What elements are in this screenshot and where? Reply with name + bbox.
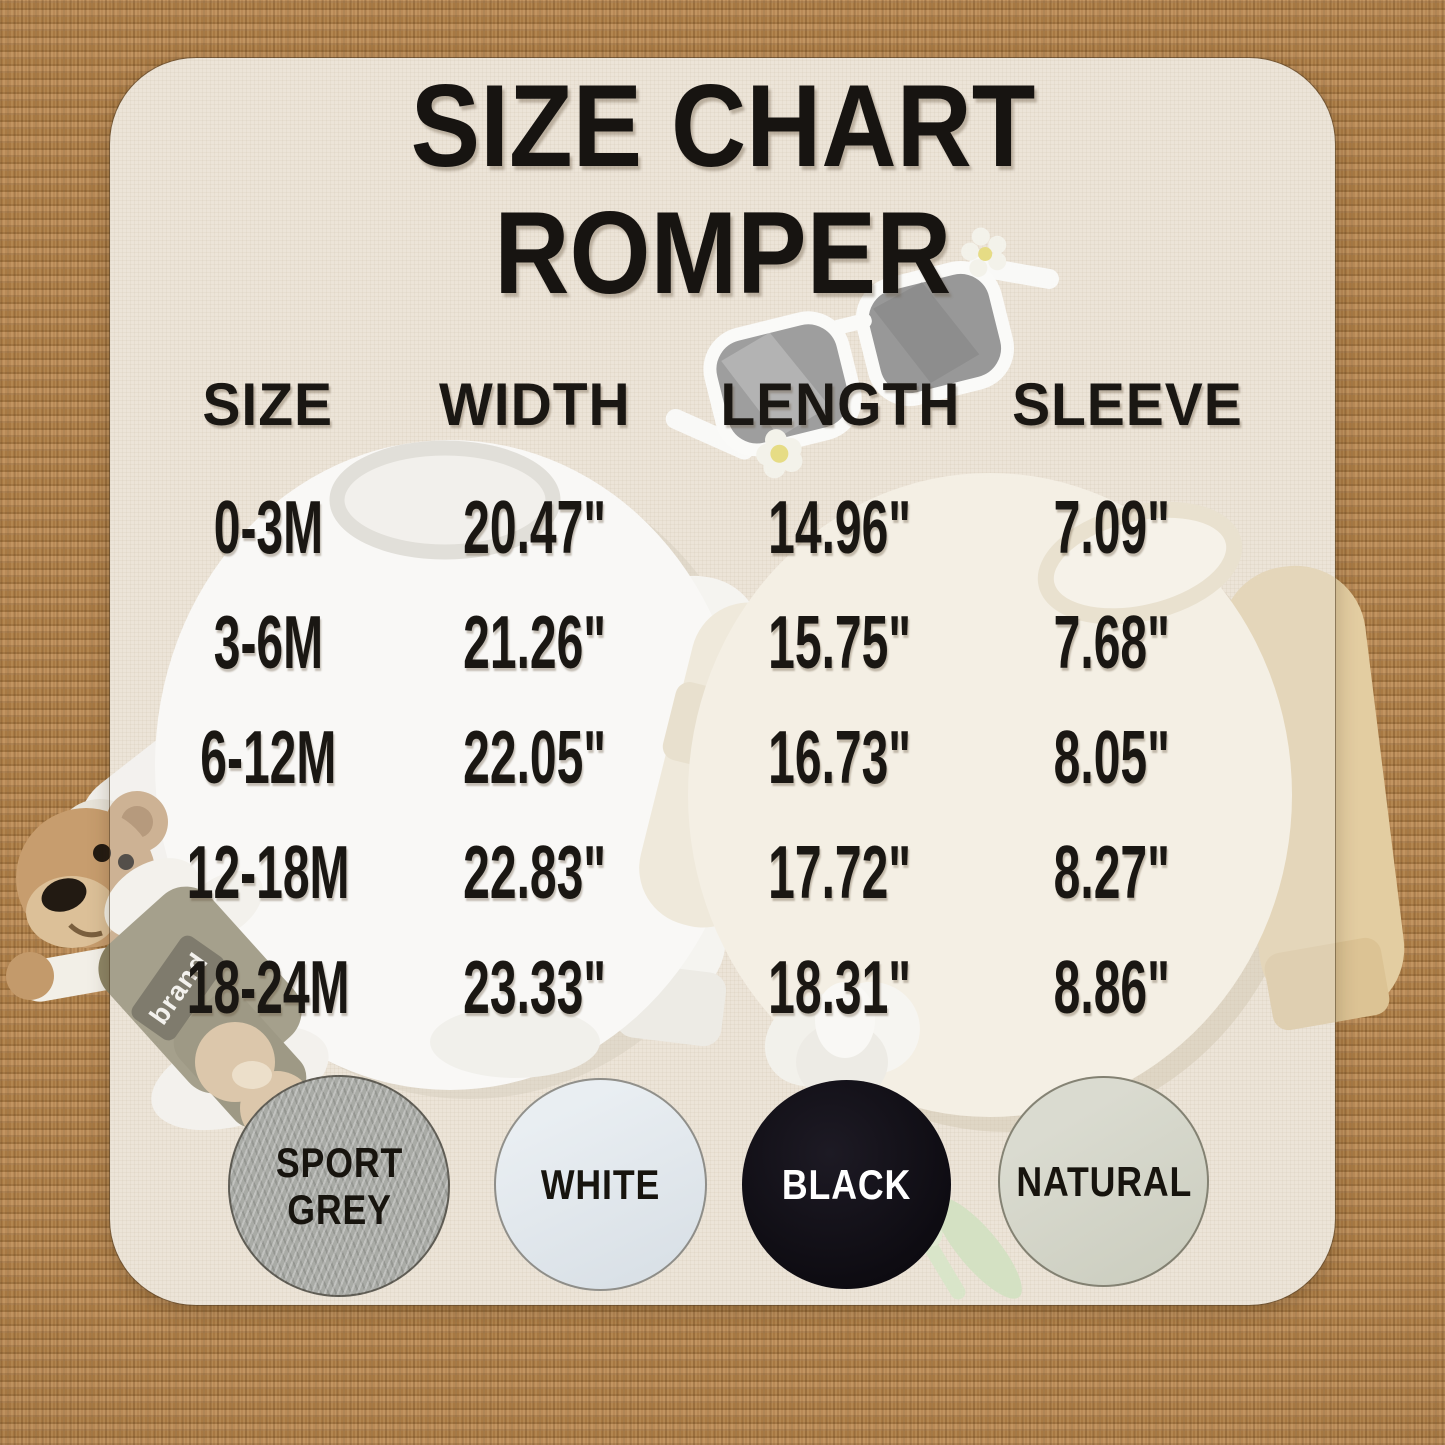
page-title: SIZE CHART ROMPER — [110, 62, 1335, 316]
cell-length: 15.75" — [768, 599, 912, 684]
title-line-1: SIZE CHART — [110, 62, 1335, 189]
cell-length: 17.72" — [768, 829, 912, 914]
cell-length: 18.31" — [768, 944, 912, 1029]
cell-sleeve: 8.27" — [1053, 829, 1171, 914]
cell-width: 20.47" — [463, 484, 607, 569]
color-swatch-black: BLACK — [742, 1080, 951, 1289]
table-row-18-24m: 18-24M 23.33" 18.31" 8.86" — [140, 929, 1218, 1044]
cell-size: 6-12M — [199, 714, 337, 799]
cell-sleeve: 7.68" — [1053, 599, 1171, 684]
color-swatch-sport-grey: SPORT GREY — [228, 1075, 450, 1297]
title-text-romper: ROMPER — [493, 187, 952, 318]
cell-sleeve: 7.09" — [1053, 484, 1171, 569]
size-table: SIZE WIDTH LENGTH SLEEVE 0-3M 20.47" 14.… — [140, 364, 1243, 1044]
cell-sleeve: 8.05" — [1053, 714, 1171, 799]
table-row-0-3m: 0-3M 20.47" 14.96" 7.09" — [140, 469, 1218, 584]
cell-width: 23.33" — [463, 944, 607, 1029]
title-text-size-chart: SIZE CHART — [410, 60, 1035, 191]
title-line-2: ROMPER — [110, 189, 1335, 316]
swatch-label: NATURAL — [1016, 1157, 1193, 1205]
col-header-size: SIZE — [202, 370, 334, 438]
col-header-width: WIDTH — [439, 370, 631, 438]
color-swatch-white: WHITE — [494, 1078, 707, 1291]
cell-sleeve: 8.86" — [1053, 944, 1171, 1029]
table-row-6-12m: 6-12M 22.05" 16.73" 8.05" — [140, 699, 1218, 814]
swatch-label: BLACK — [781, 1160, 912, 1208]
table-row-12-18m: 12-18M 22.83" 17.72" 8.27" — [140, 814, 1218, 929]
table-row-3-6m: 3-6M 21.26" 15.75" 7.68" — [140, 584, 1218, 699]
cell-size: 3-6M — [213, 599, 323, 684]
cell-length: 14.96" — [768, 484, 912, 569]
cell-width: 21.26" — [463, 599, 607, 684]
cell-width: 22.83" — [463, 829, 607, 914]
color-swatch-natural: NATURAL — [998, 1076, 1209, 1287]
cell-size: 12-18M — [186, 829, 350, 914]
swatch-label: WHITE — [540, 1160, 661, 1208]
col-header-length: LENGTH — [719, 370, 961, 438]
cell-width: 22.05" — [463, 714, 607, 799]
cell-length: 16.73" — [768, 714, 912, 799]
table-header-row: SIZE WIDTH LENGTH SLEEVE — [140, 364, 1243, 444]
col-header-sleeve: SLEEVE — [1012, 370, 1243, 438]
cell-size: 0-3M — [213, 484, 323, 569]
cell-size: 18-24M — [186, 944, 350, 1029]
swatch-label: SPORT GREY — [275, 1138, 403, 1233]
